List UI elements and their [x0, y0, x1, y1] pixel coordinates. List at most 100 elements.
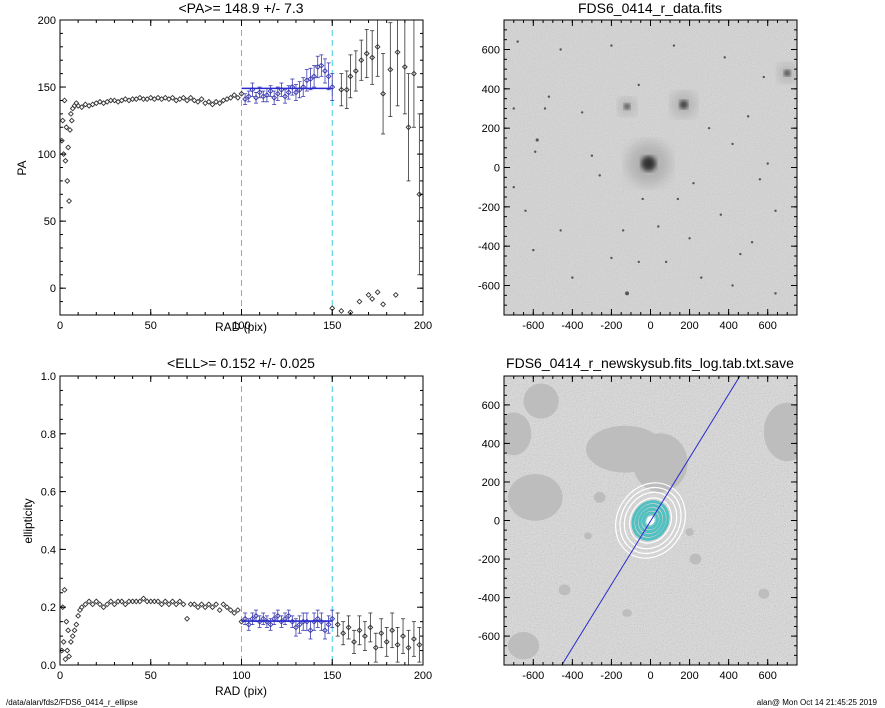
- data-image-source: [774, 292, 777, 295]
- pa-x-tick-label: 0: [57, 320, 63, 332]
- ell-data-point-with-error: [400, 633, 406, 640]
- img1-x-tick-label: -400: [561, 320, 583, 332]
- ellipticity-profile-panel: <ELL>= 0.152 +/- 0.025 0 50 100 150 200 0.0 0.…: [21, 355, 432, 698]
- ell-data-point: [100, 604, 107, 611]
- pa-data-point: [180, 94, 187, 101]
- data-image-source: [571, 276, 574, 279]
- ell-data-point: [67, 638, 74, 645]
- ell-data-point-with-error: [372, 644, 379, 651]
- pa-data-point: [231, 92, 238, 99]
- pa-data-point: [60, 151, 67, 158]
- ell-data-point-with-error: [361, 633, 368, 640]
- ell-x-tick-label: 200: [414, 670, 432, 682]
- img1-y-tick-label: 400: [482, 84, 500, 96]
- data-image-source: [625, 291, 629, 296]
- img2-x-tick-label: 400: [719, 670, 737, 682]
- ell-y-tick-label: 0.0: [41, 660, 56, 672]
- pa-data-point: [191, 97, 198, 104]
- data-image-source: [621, 229, 625, 232]
- pa-data-point-with-error: [329, 84, 336, 90]
- skysub-mask-region: [584, 532, 592, 540]
- ell-data-point: [136, 598, 143, 605]
- ell-data-point: [63, 618, 70, 625]
- pa-y-tick-label: 0: [50, 283, 56, 295]
- pa-data-point: [67, 127, 73, 133]
- img1-x-tick-label: 600: [759, 320, 777, 332]
- pa-data-point: [155, 94, 161, 101]
- ellipse-overlay: [561, 376, 741, 665]
- skysub-mask-region: [558, 584, 571, 596]
- pa-data-point: [392, 291, 399, 298]
- skysub-mask-region: [622, 609, 632, 617]
- skysub-image-panel: FDS6_0414_r_newskysub.fits_log.tab.txt.s…: [478, 355, 798, 682]
- pa-data-point: [147, 94, 154, 101]
- data-image-source: [543, 107, 547, 110]
- img1-x-tick-label: 200: [680, 320, 698, 332]
- ell-data-point: [60, 604, 66, 611]
- ell-data-point: [224, 604, 230, 611]
- ell-data-point: [82, 601, 89, 608]
- data-image-source: [590, 154, 594, 157]
- data-image-source: [723, 56, 726, 59]
- img1-y-tick-label: 200: [482, 123, 500, 135]
- ell-data-point: [78, 604, 85, 611]
- data-image-source: [750, 241, 754, 244]
- ell-data-point: [169, 598, 176, 605]
- data-image-source: [692, 182, 695, 185]
- ell-data-point-with-error: [345, 624, 352, 631]
- pa-data-point-with-error: [322, 68, 328, 74]
- skysub-mask-region: [504, 412, 532, 456]
- pa-data-point: [82, 101, 89, 108]
- ell-data-point-with-error: [285, 612, 292, 619]
- ell-data-point: [71, 627, 78, 634]
- pa-data-point: [338, 308, 345, 314]
- ell-y-tick-label: 0.2: [41, 602, 56, 614]
- ell-data-point-with-error: [410, 636, 417, 642]
- ell-data-point: [231, 610, 238, 616]
- ell-data-point: [62, 656, 69, 663]
- pa-data-point-with-error: [380, 90, 387, 97]
- ell-data-point: [165, 601, 172, 608]
- pa-x-tick-label: 50: [145, 320, 157, 332]
- pa-data-point: [374, 289, 381, 296]
- ell-data-point: [61, 586, 68, 593]
- ell-data-point: [180, 601, 187, 608]
- pa-data-point-with-error: [358, 57, 365, 64]
- ell-data-point-with-error: [245, 621, 252, 628]
- ell-data-point: [162, 598, 169, 605]
- img2-y-tick-label: 600: [482, 400, 500, 412]
- ell-data-point: [205, 601, 212, 608]
- ell-data-point: [93, 598, 100, 605]
- data-image-source: [580, 111, 584, 114]
- data-image-source: [719, 213, 723, 216]
- img2-y-tick-label: -600: [478, 631, 500, 643]
- ell-chart-title: <ELL>= 0.152 +/- 0.025: [167, 355, 315, 371]
- ell-data-point: [195, 604, 201, 611]
- img2-y-tick-label: -400: [478, 593, 500, 605]
- ell-plot-area: [60, 376, 423, 665]
- ell-x-tick-label: 0: [57, 670, 63, 682]
- ell-data-point: [60, 638, 67, 645]
- ell-x-tick-label: 100: [232, 670, 250, 682]
- ell-data-point-with-error: [334, 621, 341, 628]
- ell-data-point: [184, 615, 190, 622]
- skysub-image-ticks: -600 -400 -200 0 200 400 600 -600 -400 -200 0 200 40…: [478, 375, 798, 682]
- ell-data-point-with-error: [383, 638, 390, 645]
- pa-data-point: [66, 198, 73, 204]
- ell-data-point: [107, 598, 114, 605]
- ell-data-point: [65, 627, 72, 634]
- img1-x-tick-label: 0: [647, 320, 653, 332]
- data-image-source: [641, 197, 644, 201]
- ell-data-point-with-error: [367, 624, 374, 631]
- ell-data-point-with-error: [267, 621, 274, 628]
- pa-data-point-with-error: [416, 191, 423, 198]
- skysub-mask-regions: [504, 383, 797, 660]
- pa-data-point: [65, 144, 72, 151]
- data-image-source: [624, 103, 631, 110]
- pa-data-point-with-error: [363, 50, 370, 57]
- pa-data-point-with-error: [387, 66, 394, 73]
- pa-data-point: [162, 94, 169, 101]
- ell-data-point: [213, 601, 220, 608]
- pa-data-point: [184, 97, 190, 104]
- skysub-mask-region: [507, 632, 540, 660]
